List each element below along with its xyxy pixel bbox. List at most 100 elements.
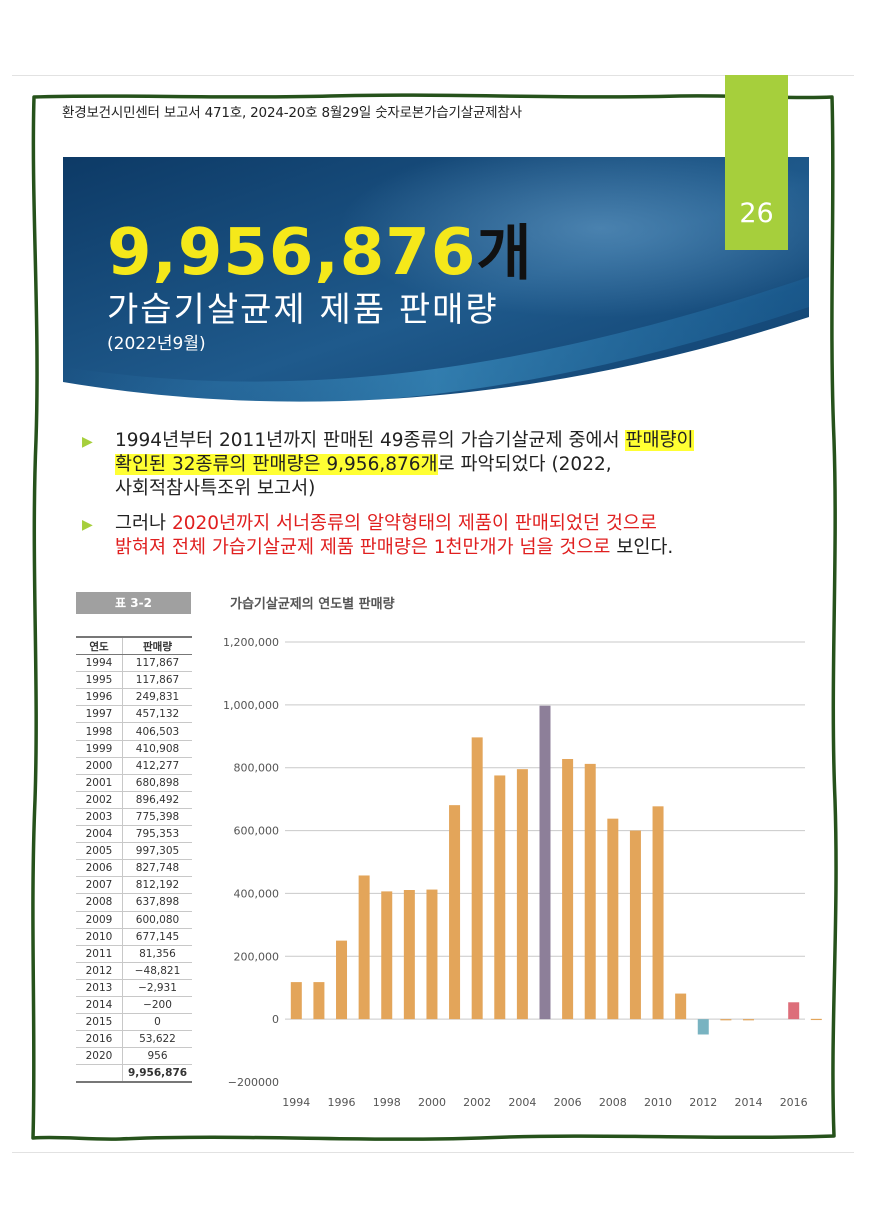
bar-1997 bbox=[358, 875, 370, 1020]
table-cell-sales: 680,898 bbox=[122, 774, 192, 792]
bar-2010 bbox=[652, 806, 664, 1020]
y-tick-label: 800,000 bbox=[234, 762, 280, 775]
x-tick-label: 2012 bbox=[689, 1096, 717, 1109]
table-cell-sales: 827,748 bbox=[122, 859, 192, 878]
table-cell-sales: 896,492 bbox=[122, 791, 192, 809]
table-header-row: 연도 판매량 bbox=[76, 636, 192, 656]
top-rule bbox=[12, 75, 854, 76]
table-row: 1995 117,867 bbox=[76, 671, 192, 690]
table-row: 2001 680,898 bbox=[76, 774, 192, 792]
table-row: 2009 600,080 bbox=[76, 911, 192, 929]
bullet-2-text-pre: 그러나 bbox=[115, 513, 172, 534]
sales-bar-chart: 1,200,000 1,000,000 800,000 600,000 400,000 2… bbox=[223, 636, 822, 1109]
x-tick-label: 2004 bbox=[508, 1096, 536, 1109]
table-row: 2010 677,145 bbox=[76, 928, 192, 946]
table-row: 2015 0 bbox=[76, 1013, 192, 1032]
table-cell-sales: 53,622 bbox=[122, 1030, 192, 1049]
table-header-year: 연도 bbox=[76, 636, 123, 656]
table-cell-year: 1998 bbox=[76, 722, 123, 741]
x-tick-label: 2002 bbox=[463, 1096, 491, 1109]
table-cell-sales: 795,353 bbox=[122, 825, 192, 844]
bullet-2: ▶ 그러나 2020년까지 서너종류의 알약형태의 제품이 판매되었던 것으로 … bbox=[82, 512, 795, 560]
bottom-rule bbox=[12, 1152, 854, 1153]
y-tick-label: 400,000 bbox=[234, 887, 280, 900]
table-cell-year: 2004 bbox=[76, 825, 123, 844]
table-cell-year: 2013 bbox=[76, 979, 123, 997]
report-header: 환경보건시민센터 보고서 471호, 2024-20호 8월29일 숫자로본가습… bbox=[62, 105, 522, 121]
bar-2004 bbox=[516, 769, 528, 1020]
table-row: 1997 457,132 bbox=[76, 705, 192, 724]
table-cell-year: 2001 bbox=[76, 774, 123, 792]
bar-2009 bbox=[629, 830, 641, 1020]
bar-1996 bbox=[336, 940, 348, 1020]
x-tick-label: 2006 bbox=[554, 1096, 582, 1109]
table-total-row: 9,956,876 bbox=[76, 1064, 192, 1084]
hero-number-unit: 개 bbox=[476, 219, 533, 289]
table-cell-year: 2003 bbox=[76, 808, 123, 827]
table-row: 2008 637,898 bbox=[76, 893, 192, 912]
bullet-1-highlight-a: 판매량이 bbox=[625, 430, 694, 451]
table-cell-year: 1997 bbox=[76, 705, 123, 724]
y-tick-label: 200,000 bbox=[234, 950, 280, 963]
page-number: 26 bbox=[739, 198, 774, 229]
x-tick-label: 1996 bbox=[328, 1096, 356, 1109]
table-row: 2007 812,192 bbox=[76, 876, 192, 895]
table-cell-sales: 81,356 bbox=[122, 945, 192, 963]
table-row: 1998 406,503 bbox=[76, 722, 192, 741]
table-cell-year: 2015 bbox=[76, 1013, 123, 1032]
table-total-value: 9,956,876 bbox=[122, 1064, 192, 1084]
bullet-arrow-icon: ▶ bbox=[82, 434, 93, 450]
table-cell-year: 2005 bbox=[76, 842, 123, 861]
green-page-tab bbox=[725, 75, 788, 250]
table-caption: 표 3-2 bbox=[76, 592, 191, 614]
table-cell-sales: 117,867 bbox=[122, 671, 192, 690]
table-cell-year: 2012 bbox=[76, 962, 123, 980]
table-cell-year: 2000 bbox=[76, 757, 123, 775]
bar-2020 bbox=[810, 1018, 822, 1021]
table-cell-sales: −2,931 bbox=[122, 979, 192, 997]
table-cell-year: 2006 bbox=[76, 859, 123, 878]
sales-table: 연도 판매량 1994 117,867 1995 117,867 1996 249,831… bbox=[76, 636, 192, 1084]
table-row: 2000 412,277 bbox=[76, 757, 192, 775]
table-row: 2005 997,305 bbox=[76, 842, 192, 861]
y-tick-label: −200000 bbox=[228, 1076, 279, 1089]
table-row: 2006 827,748 bbox=[76, 859, 192, 878]
table-cell-year: 1999 bbox=[76, 740, 123, 758]
table-cell-sales: 117,867 bbox=[122, 654, 192, 673]
bar-2007 bbox=[584, 763, 596, 1020]
bullet-1-text-pre: 1994년부터 2011년까지 판매된 49종류의 가습기살균제 중에서 bbox=[115, 430, 626, 451]
x-tick-label: 1998 bbox=[373, 1096, 401, 1109]
bullet-1-text-line3: 사회적참사특조위 보고서) bbox=[115, 478, 316, 499]
bullet-1-text-post: 로 파악되었다 (2022, bbox=[437, 454, 612, 475]
table-cell-sales: 600,080 bbox=[122, 911, 192, 929]
table-cell-sales: −200 bbox=[122, 996, 192, 1015]
table-cell-year: 2008 bbox=[76, 893, 123, 912]
table-row: 2003 775,398 bbox=[76, 808, 192, 827]
table-cell-year: 2010 bbox=[76, 928, 123, 946]
table-cell-year: 2020 bbox=[76, 1047, 123, 1066]
table-row: 2014 −200 bbox=[76, 996, 192, 1015]
bullet-1-highlight-b: 확인된 32종류의 판매량은 9,956,876개 bbox=[115, 454, 438, 475]
bullet-arrow-icon: ▶ bbox=[82, 517, 93, 533]
hero-number-value: 9,956,876 bbox=[107, 216, 477, 290]
bar-2012 bbox=[697, 1019, 709, 1035]
chart-title: 가습기살균제의 연도별 판매량 bbox=[230, 597, 395, 612]
bar-2013 bbox=[720, 1019, 732, 1021]
bar-1995 bbox=[313, 982, 325, 1020]
y-tick-label: 0 bbox=[272, 1013, 279, 1026]
table-cell-year: 2011 bbox=[76, 945, 123, 963]
table-total-blank bbox=[76, 1064, 123, 1084]
table-cell-year: 2016 bbox=[76, 1030, 123, 1049]
table-cell-sales: 677,145 bbox=[122, 928, 192, 946]
table-row: 2020 956 bbox=[76, 1047, 192, 1066]
bar-1999 bbox=[403, 890, 415, 1020]
y-tick-label: 1,000,000 bbox=[223, 699, 279, 712]
hero-banner bbox=[63, 157, 809, 412]
bar-1994 bbox=[290, 982, 302, 1020]
table-cell-sales: 956 bbox=[122, 1047, 192, 1066]
table-row: 1996 249,831 bbox=[76, 688, 192, 707]
table-cell-sales: 0 bbox=[122, 1013, 192, 1032]
table-cell-sales: 637,898 bbox=[122, 893, 192, 912]
x-tick-label: 1994 bbox=[282, 1096, 310, 1109]
